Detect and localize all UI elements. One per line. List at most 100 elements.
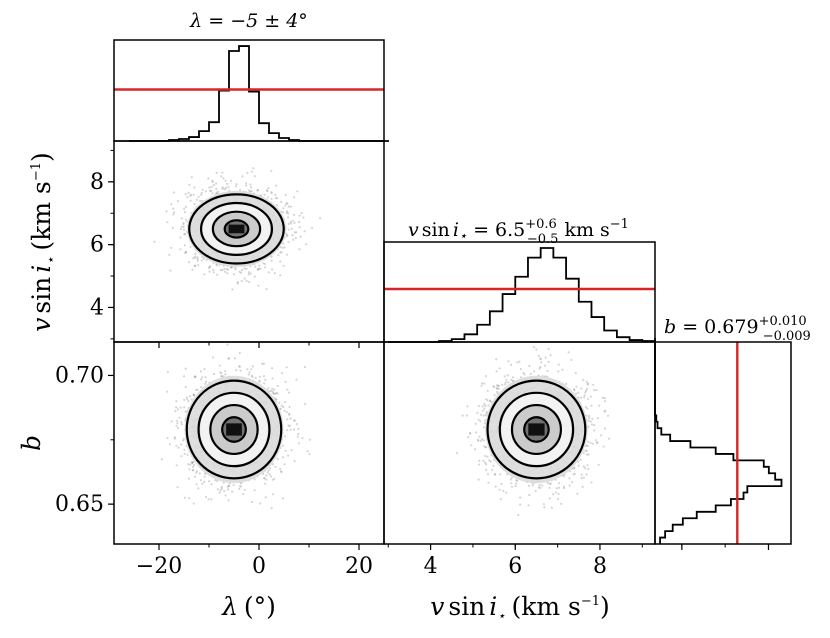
scatter-point xyxy=(200,259,203,262)
scatter-point xyxy=(182,221,185,225)
scatter-point xyxy=(279,274,282,277)
scatter-point xyxy=(183,233,187,236)
scatter-point xyxy=(257,284,260,287)
scatter-point xyxy=(214,479,217,482)
scatter-point xyxy=(291,234,294,237)
scatter-point xyxy=(189,193,192,196)
scatter-point xyxy=(250,368,253,371)
scatter-point xyxy=(194,375,197,378)
scatter-point xyxy=(279,260,282,263)
scatter-point xyxy=(199,370,203,373)
scatter-point xyxy=(271,390,274,393)
scatter-point xyxy=(224,370,227,373)
scatter-point xyxy=(263,266,267,269)
scatter-point xyxy=(186,453,189,456)
scatter-point xyxy=(176,419,179,422)
scatter-point xyxy=(191,461,194,464)
scatter-point xyxy=(191,469,194,472)
scatter-point xyxy=(477,418,480,421)
scatter-point xyxy=(285,234,289,237)
scatter-point xyxy=(210,483,213,486)
scatter-point xyxy=(220,487,223,490)
scatter-point xyxy=(193,186,196,189)
scatter-point xyxy=(562,475,565,478)
scatter-point xyxy=(264,482,267,485)
scatter-point xyxy=(287,454,290,457)
scatter-point xyxy=(267,187,270,190)
scatter-point xyxy=(175,444,178,447)
scatter-point xyxy=(191,268,194,271)
scatter-point xyxy=(506,374,509,377)
scatter-point xyxy=(189,194,192,197)
scatter-point xyxy=(292,419,295,422)
scatter-point xyxy=(288,424,291,427)
scatter-point xyxy=(552,493,555,496)
scatter-point xyxy=(287,228,290,231)
scatter-point xyxy=(182,437,185,440)
scatter-point xyxy=(297,442,300,445)
scatter-point xyxy=(242,492,245,496)
scatter-point xyxy=(180,217,183,220)
scatter-point xyxy=(189,245,192,248)
scatter-point xyxy=(195,471,198,474)
scatter-point xyxy=(250,186,253,189)
scatter-point xyxy=(176,486,179,489)
scatter-point xyxy=(514,485,517,488)
scatter-point xyxy=(232,273,236,276)
scatter-point xyxy=(481,405,484,408)
scatter-point xyxy=(283,409,286,412)
scatter-point xyxy=(204,382,207,385)
scatter-point xyxy=(507,381,510,384)
scatter-point xyxy=(208,270,211,273)
scatter-point xyxy=(245,279,248,282)
scatter-point xyxy=(275,391,278,394)
scatter-point xyxy=(238,351,241,355)
scatter-point xyxy=(234,268,237,271)
scatter-point xyxy=(179,236,182,239)
scatter-point xyxy=(287,222,290,225)
scatter-point xyxy=(165,210,168,213)
scatter-point xyxy=(212,268,215,271)
scatter-point xyxy=(238,365,241,368)
scatter-point xyxy=(271,387,274,390)
scatter-point xyxy=(195,198,198,201)
scatter-point xyxy=(280,470,283,473)
scatter-point xyxy=(285,202,288,205)
scatter-point xyxy=(283,246,286,249)
scatter-point xyxy=(216,488,219,491)
scatter-point xyxy=(540,361,543,364)
scatter-point xyxy=(227,484,231,487)
scatter-point xyxy=(588,417,591,420)
scatter-point xyxy=(284,193,287,196)
scatter-point xyxy=(298,226,301,229)
scatter-point xyxy=(231,490,234,493)
scatter-point xyxy=(230,266,233,269)
scatter-point xyxy=(168,253,171,256)
scatter-point xyxy=(219,371,222,374)
scatter-point xyxy=(557,363,560,366)
scatter-point xyxy=(208,265,211,268)
scatter-point xyxy=(293,221,296,224)
scatter-point xyxy=(195,388,198,391)
scatter-point xyxy=(233,357,236,360)
scatter-point xyxy=(183,233,186,236)
scatter-point xyxy=(284,380,287,383)
scatter-point xyxy=(185,205,188,208)
scatter-point xyxy=(218,364,221,367)
scatter-point xyxy=(193,376,196,379)
scatter-point xyxy=(179,248,182,251)
scatter-point xyxy=(191,461,194,464)
scatter-point xyxy=(200,193,203,196)
scatter-point xyxy=(289,417,292,420)
scatter-point xyxy=(258,375,262,378)
scatter-point xyxy=(262,262,265,265)
scatter-point xyxy=(285,366,288,369)
scatter-point xyxy=(227,357,230,360)
scatter-point xyxy=(168,443,172,446)
scatter-point xyxy=(177,426,180,430)
scatter-point xyxy=(487,404,490,407)
scatter-point xyxy=(279,407,282,410)
scatter-point xyxy=(248,280,251,284)
scatter-point xyxy=(250,170,253,173)
scatter-point xyxy=(287,391,291,394)
